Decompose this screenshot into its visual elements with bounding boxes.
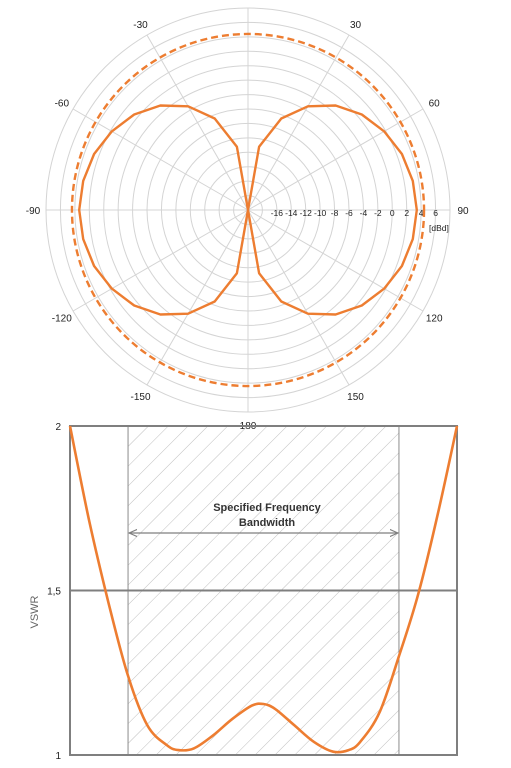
radial-tick-label: 0	[390, 208, 395, 218]
y-tick-label: 1,5	[47, 587, 61, 598]
angle-tick-label: 0	[245, 0, 251, 2]
polar-grid	[45, 7, 451, 413]
angle-tick-label: 60	[429, 99, 441, 110]
polar-radial-labels: -16 -14 -12 -10 -8 -6 -4 -2 0 2 4 6	[271, 208, 438, 218]
angle-tick-label: -30	[133, 20, 148, 31]
polar-grid-spoke	[247, 209, 350, 386]
polar-grid-spoke	[247, 209, 424, 312]
radial-tick-label: -4	[360, 208, 368, 218]
angle-tick-label: 150	[347, 392, 364, 403]
polar-grid-spoke	[247, 108, 424, 211]
radial-tick-label: -14	[285, 208, 298, 218]
angle-tick-label: 90	[457, 206, 469, 217]
pattern-figure-eight-series	[78, 104, 418, 316]
angle-tick-label: -120	[52, 314, 72, 325]
y-tick-label: 1	[55, 751, 61, 762]
angle-tick-label: -60	[55, 99, 70, 110]
polar-series	[70, 32, 426, 388]
polar-grid-spoke	[146, 34, 249, 211]
plot-frame	[69, 425, 458, 756]
radial-tick-label: -12	[300, 208, 313, 218]
radial-tick-label: 2	[404, 208, 409, 218]
radial-unit-label: [dBd]	[429, 223, 449, 233]
y-axis-label: VSWR	[29, 595, 41, 628]
polar-radiation-chart: 0306090120150180-150-120-90-60-30 -16-14…	[26, 0, 469, 432]
angle-tick-label: -90	[26, 206, 41, 217]
vswr-curve-series	[68, 425, 459, 754]
radial-tick-label: -2	[374, 208, 382, 218]
vswr-series	[68, 425, 459, 754]
annotation-line2: Bandwidth	[239, 517, 295, 529]
vswr-y-tick-labels: 11,52	[47, 422, 61, 762]
radial-tick-label: 4	[419, 208, 424, 218]
angle-tick-label: -150	[130, 392, 150, 403]
polar-grid-spoke	[72, 209, 249, 312]
pattern-omni-dashed-series	[70, 32, 426, 388]
y-tick-label: 2	[55, 422, 61, 433]
angle-tick-label: 30	[350, 20, 362, 31]
annotation-line1: Specified Frequency	[213, 502, 321, 514]
radial-tick-label: -16	[271, 208, 284, 218]
radial-tick-label: -10	[314, 208, 327, 218]
vswr-line-chart: 11,52 VSWR Specified Frequency Bandwidth	[29, 422, 459, 762]
polar-grid-spoke	[72, 108, 249, 211]
radial-tick-label: 6	[433, 208, 438, 218]
radial-tick-label: -8	[331, 208, 339, 218]
radial-tick-label: -6	[345, 208, 353, 218]
polar-grid-spoke	[247, 34, 350, 211]
polar-grid-spoke	[146, 209, 249, 386]
angle-tick-label: 120	[426, 314, 443, 325]
